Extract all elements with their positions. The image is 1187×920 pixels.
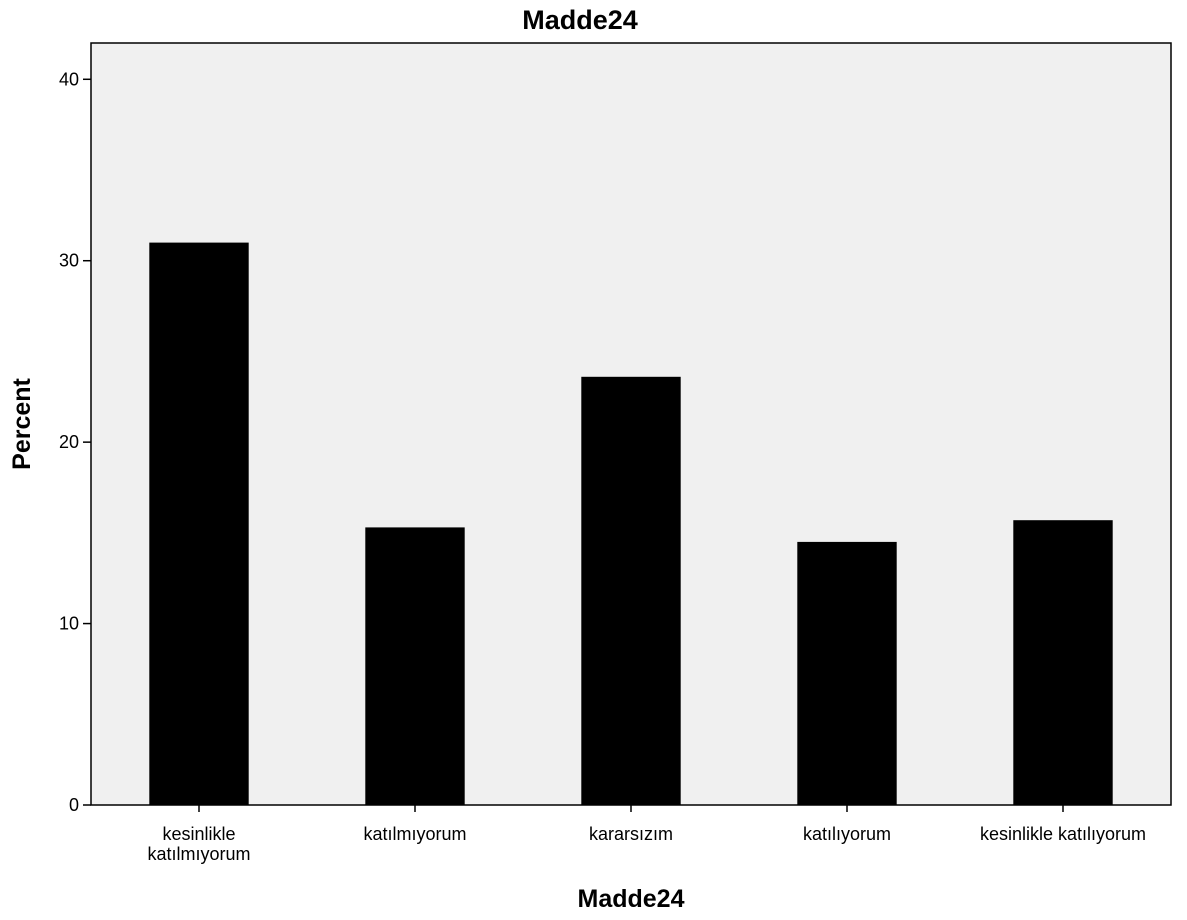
x-tick-label: kesinlikle katılıyorum bbox=[980, 824, 1146, 844]
y-axis: 0 10 20 30 40 bbox=[59, 69, 91, 815]
y-axis-label: Percent bbox=[8, 377, 36, 469]
bar bbox=[1013, 520, 1113, 805]
x-axis: kesinlikle katılmıyorum katılmıyorum karars… bbox=[147, 805, 1146, 864]
bar bbox=[797, 541, 897, 805]
bar bbox=[581, 376, 681, 805]
y-tick-label: 0 bbox=[69, 795, 79, 815]
y-tick-label: 10 bbox=[59, 614, 79, 634]
y-tick-label: 40 bbox=[59, 69, 79, 89]
bar bbox=[149, 242, 249, 806]
bar bbox=[365, 527, 465, 805]
y-tick-label: 30 bbox=[59, 251, 79, 271]
x-tick-label: kararsızım bbox=[589, 824, 673, 844]
x-tick-label: katılıyorum bbox=[803, 824, 891, 844]
x-tick-label: kesinlikle katılmıyorum bbox=[147, 824, 250, 864]
y-tick-label: 20 bbox=[59, 432, 79, 452]
bars-group bbox=[149, 242, 1113, 806]
x-tick-label: katılmıyorum bbox=[363, 824, 466, 844]
chart-title: Madde24 bbox=[522, 5, 638, 35]
x-axis-label: Madde24 bbox=[578, 885, 685, 913]
